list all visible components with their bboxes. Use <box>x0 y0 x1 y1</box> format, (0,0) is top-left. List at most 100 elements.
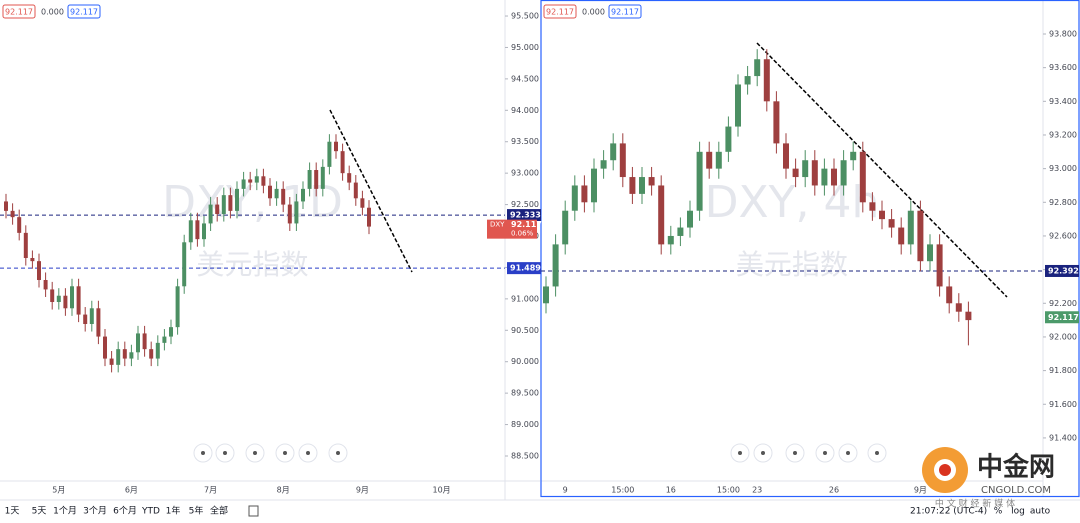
time: 21:07:22 (UTC-4) <box>910 507 987 517</box>
candle-body <box>261 176 266 186</box>
candle-body <box>116 349 121 365</box>
zoom-icon <box>823 451 827 455</box>
candle-body <box>581 185 588 203</box>
candle-body <box>706 151 713 169</box>
scale-option[interactable]: log <box>1011 507 1025 517</box>
candle-body <box>936 244 943 287</box>
candle-body <box>927 244 933 262</box>
y-tick-label: 91.800 <box>1049 366 1077 375</box>
candle-body <box>859 151 866 203</box>
range-button[interactable]: 5年 <box>189 505 204 517</box>
candle-body <box>696 151 703 211</box>
candle-body <box>175 286 180 328</box>
candle-body <box>850 151 857 161</box>
candle-body <box>667 235 674 245</box>
last-price-badge <box>1045 311 1079 324</box>
y-tick-label: 93.000 <box>1049 164 1077 173</box>
range-button[interactable]: 6个月 <box>113 506 137 517</box>
y-tick-label: 89.000 <box>511 420 539 429</box>
candle-body <box>543 286 549 304</box>
candle-body <box>898 227 905 245</box>
y-tick-label: 89.500 <box>511 389 539 398</box>
candle-body <box>907 210 914 245</box>
candle-body <box>347 173 352 183</box>
zoom-icon <box>283 451 287 455</box>
y-tick-label: 90.500 <box>511 326 539 335</box>
date-range-icon[interactable] <box>248 505 259 517</box>
candle-body <box>562 210 569 245</box>
x-tick-label: 26 <box>829 486 839 495</box>
last-price-badge <box>487 219 537 239</box>
logo-name: 中金网 <box>977 452 1055 483</box>
candle-body <box>155 342 160 359</box>
x-tick-label: 15:00 <box>611 486 634 495</box>
candle-body <box>334 141 338 152</box>
trend-line <box>756 42 1008 298</box>
legend-value: 0.000 <box>582 8 605 17</box>
candle-body <box>610 143 617 161</box>
candle-body <box>208 204 213 224</box>
y-tick-label: 93.400 <box>1049 97 1077 106</box>
candle-body <box>56 295 61 303</box>
watermark: DXY, 1D <box>162 177 343 228</box>
candle-body <box>122 349 127 359</box>
x-tick-label: 9月 <box>356 486 369 495</box>
price-line-label: 92.392 <box>1048 266 1079 275</box>
candle-body <box>946 286 953 304</box>
candle-body <box>955 303 962 312</box>
candle-body <box>600 160 607 169</box>
candle-body <box>629 177 636 194</box>
trend-line <box>329 109 413 273</box>
candle-body <box>327 141 332 167</box>
candle-body <box>17 217 22 233</box>
y-tick-label: 92.500 <box>511 200 539 209</box>
legend-box <box>2 4 36 19</box>
candle-body <box>687 210 693 228</box>
candle-body <box>353 182 358 199</box>
candle-body <box>188 220 193 243</box>
candle-body <box>888 219 895 228</box>
candle-body <box>773 101 780 144</box>
candle-body <box>228 195 233 211</box>
candle-body <box>43 280 48 290</box>
zoom-controls <box>193 443 887 463</box>
scale-option[interactable]: % <box>994 507 1003 517</box>
range-button[interactable]: YTD <box>141 507 160 517</box>
candle-body <box>879 210 885 220</box>
candle-body <box>23 232 28 259</box>
range-button[interactable]: 5天 <box>32 507 47 517</box>
y-tick-label: 92.600 <box>1049 231 1077 240</box>
candle-body <box>129 352 134 359</box>
candle-body <box>571 185 578 211</box>
candle-body <box>162 336 167 343</box>
candle-body <box>792 168 799 178</box>
range-button[interactable]: 1个月 <box>53 506 77 517</box>
range-button[interactable]: 全部 <box>210 505 228 517</box>
watermark: DXY, 4h <box>705 177 880 228</box>
candle-body <box>202 223 206 240</box>
candle-body <box>215 204 220 215</box>
range-button[interactable]: 1天 <box>5 507 20 517</box>
zoom-icon <box>875 451 879 455</box>
candle-body <box>254 176 259 183</box>
candle-body <box>658 185 665 245</box>
candle-body <box>50 289 55 303</box>
x-tick-label: 8月 <box>277 486 290 495</box>
scale-option[interactable]: auto <box>1030 507 1051 517</box>
candle-body <box>802 160 809 178</box>
legend-box <box>67 4 101 19</box>
candle-body <box>142 333 147 350</box>
price-line-label-box <box>1045 264 1079 277</box>
range-button[interactable]: 3个月 <box>83 506 107 517</box>
range-button[interactable]: 1年 <box>166 505 181 517</box>
candle-body <box>307 170 312 189</box>
zoom-icon <box>738 451 742 455</box>
zoom-icon <box>253 451 257 455</box>
candle-body <box>287 204 292 224</box>
candle-body <box>63 295 68 309</box>
candle-body <box>76 286 81 315</box>
candle-body <box>182 242 187 287</box>
candle-body <box>195 220 200 240</box>
